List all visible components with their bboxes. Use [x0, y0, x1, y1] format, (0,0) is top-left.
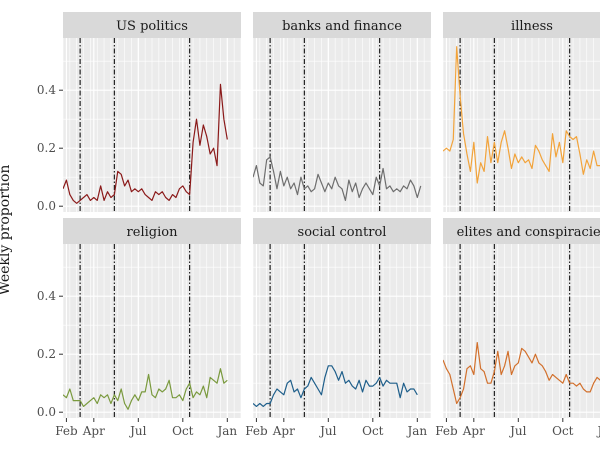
facet-title: religion: [127, 225, 179, 240]
facet-strip: [253, 218, 431, 244]
series-line: [443, 46, 600, 184]
x-tick-label: Feb: [245, 424, 268, 438]
x-tick-label: Feb: [55, 424, 78, 438]
y-tick-label: 0.4: [37, 289, 56, 303]
facet-title: banks and finance: [282, 19, 402, 34]
x-tick-label: Jul: [318, 424, 337, 438]
facet-panel: religion 0.0 0.2 0.4 Feb Apr Jul Oct Jan: [37, 218, 242, 438]
x-tick-label: Oct: [552, 424, 574, 438]
facet-strip: [63, 12, 241, 38]
panel-background: [443, 244, 600, 418]
facet-panel: elites and conspiracies Feb Apr Jul Oct Jan: [435, 218, 600, 438]
x-tick-label: Jan: [405, 424, 427, 438]
y-tick-label: 0.4: [37, 83, 56, 97]
series-line: [253, 156, 422, 201]
y-tick-label: 0.0: [37, 199, 56, 213]
facet-panel: social control Feb Apr Jul Oct Jan: [245, 218, 432, 438]
series-line: [63, 83, 228, 204]
series-line: [253, 365, 418, 407]
series-line: [443, 342, 600, 405]
x-tick-label: Apr: [82, 424, 105, 438]
x-tick-label: Oct: [362, 424, 384, 438]
facet-strip: [443, 12, 600, 38]
facet-strip: [63, 218, 241, 244]
x-tick-label: Apr: [272, 424, 295, 438]
y-tick-label: 0.0: [37, 405, 56, 419]
y-tick-label: 0.2: [37, 141, 56, 155]
facet-strip: [253, 12, 431, 38]
x-tick-label: Jan: [215, 424, 237, 438]
facet-panel: US politics 0.0 0.2 0.4: [37, 12, 242, 213]
y-tick-label: 0.2: [37, 347, 56, 361]
y-axis-title: Weekly proportion: [0, 165, 13, 296]
panel-background: [443, 38, 600, 212]
facet-title: social control: [298, 225, 387, 240]
facet-title: US politics: [116, 19, 188, 34]
facet-strip: [443, 218, 600, 244]
facet-title: elites and conspiracies: [457, 225, 600, 240]
facet-panel: illness: [442, 12, 600, 212]
x-tick-label: Feb: [435, 424, 458, 438]
facet-title: illness: [511, 19, 553, 34]
x-tick-label: Jul: [508, 424, 527, 438]
x-tick-label: Jul: [128, 424, 147, 438]
series-line: [63, 368, 228, 410]
x-tick-label: Oct: [172, 424, 194, 438]
facet-panel: banks and finance: [252, 12, 432, 212]
x-tick-label: Apr: [462, 424, 485, 438]
x-tick-label: Jan: [595, 424, 600, 438]
